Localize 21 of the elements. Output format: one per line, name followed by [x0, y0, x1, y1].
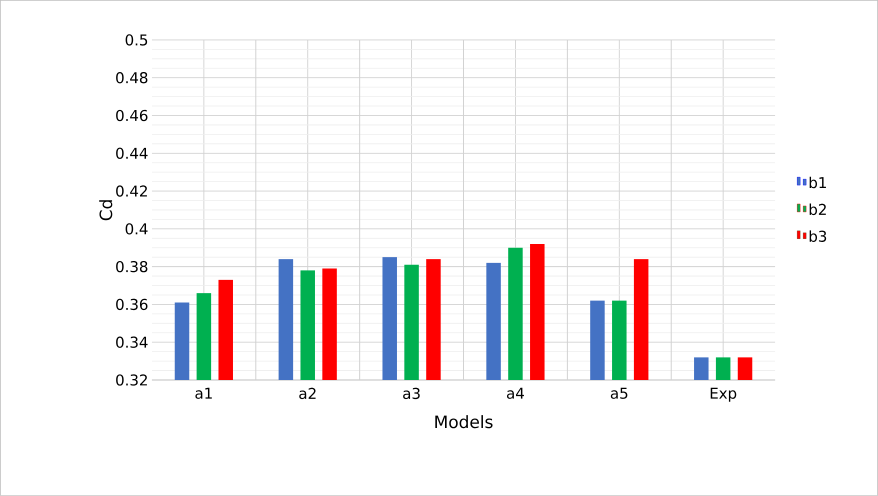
y-tick-label: 0.32	[116, 374, 147, 386]
y-tick-label: 0.46	[116, 110, 148, 122]
y-tick-label: 0.34	[116, 336, 148, 348]
y-axis-title: Cd	[99, 200, 112, 220]
x-tick-label: a4	[507, 388, 524, 399]
x-tick-label: a5	[610, 388, 628, 399]
y-tick-label: 0.38	[116, 261, 148, 272]
legend-label: b2	[810, 204, 826, 216]
x-tick-label: Exp	[710, 388, 736, 402]
legend-label: b1	[810, 176, 826, 188]
y-tick-label: 0.48	[116, 72, 148, 84]
y-tick-label: 0.4	[126, 223, 148, 235]
y-tick-label: 0.36	[116, 298, 148, 310]
y-tick-label: 0.42	[116, 185, 147, 197]
y-tick-label: 0.5	[126, 34, 148, 46]
legend-label: b3	[810, 230, 826, 242]
x-tick-label: a1	[195, 388, 212, 399]
x-tick-label: a3	[403, 388, 420, 400]
x-tick-label: a2	[299, 388, 316, 400]
y-tick-label: 0.44	[116, 148, 148, 159]
x-axis-title: Models	[435, 415, 493, 428]
